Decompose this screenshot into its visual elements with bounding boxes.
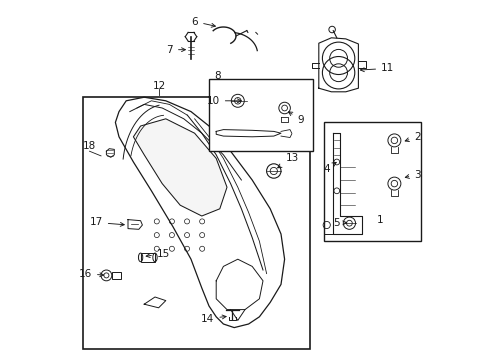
Text: 8: 8: [215, 71, 221, 81]
Ellipse shape: [139, 253, 143, 262]
Text: 13: 13: [278, 153, 298, 168]
Text: 6: 6: [192, 17, 216, 27]
Text: 4: 4: [323, 162, 336, 174]
Text: 15: 15: [146, 249, 170, 259]
Text: 9: 9: [289, 112, 304, 125]
Text: 3: 3: [405, 170, 421, 180]
Text: 18: 18: [83, 141, 96, 151]
Text: 2: 2: [405, 132, 421, 142]
Text: 5: 5: [333, 218, 347, 228]
Text: 11: 11: [360, 63, 394, 73]
Text: 10: 10: [207, 96, 241, 106]
Bar: [209, 79, 314, 151]
Text: 17: 17: [90, 217, 124, 228]
Text: 14: 14: [201, 314, 226, 324]
Text: 1: 1: [377, 215, 383, 225]
Bar: [83, 97, 310, 349]
Text: 12: 12: [153, 81, 166, 91]
Bar: [324, 122, 421, 241]
Text: 7: 7: [167, 45, 185, 55]
Text: 16: 16: [79, 269, 104, 279]
Polygon shape: [133, 119, 227, 216]
Bar: [141, 253, 155, 262]
Bar: [112, 272, 121, 279]
